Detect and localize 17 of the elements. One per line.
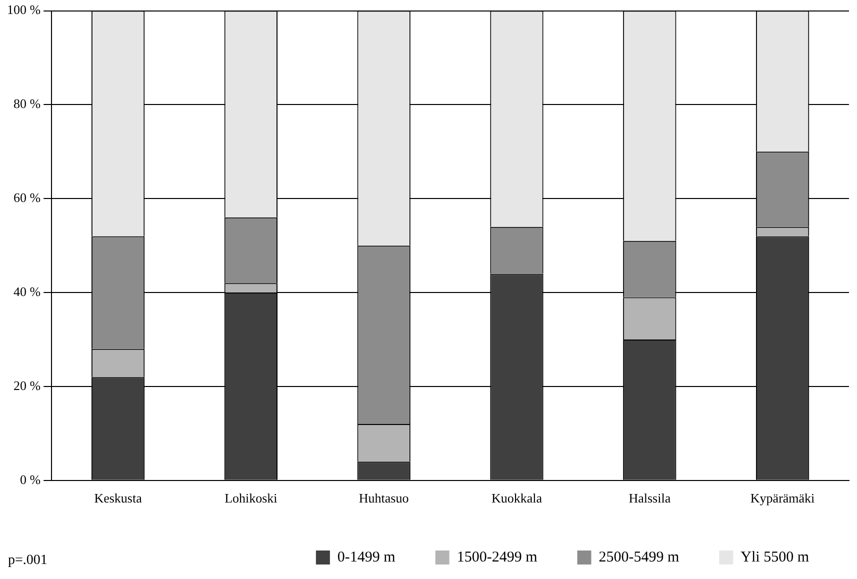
x-tick-label: Kypärämäki bbox=[750, 490, 816, 506]
x-tick-label: Keskusta bbox=[94, 490, 142, 506]
y-tick-label: 40 % bbox=[13, 284, 41, 299]
y-tick-label: 100 % bbox=[6, 2, 41, 18]
y-tick-label: 0 % bbox=[20, 472, 41, 487]
text: p=.001 bbox=[8, 553, 48, 569]
legend-label: 2500-5499 m bbox=[598, 549, 680, 566]
y-tick-label: 60 % bbox=[13, 190, 41, 206]
legend-label: 1500-2499 m bbox=[456, 549, 538, 566]
legend-label: 0-1499 m bbox=[337, 549, 396, 566]
y-tick-label: 80 % bbox=[13, 96, 41, 112]
y-tick-label: 20 % bbox=[13, 378, 41, 393]
legend-label: Yli 5500 m bbox=[740, 549, 810, 566]
x-tick-label: Lohikoski bbox=[224, 490, 278, 506]
x-tick-label: Halssila bbox=[628, 490, 671, 506]
x-tick-label: Huhtasuo bbox=[358, 490, 409, 506]
x-tick-label: Kuokkala bbox=[491, 490, 542, 506]
